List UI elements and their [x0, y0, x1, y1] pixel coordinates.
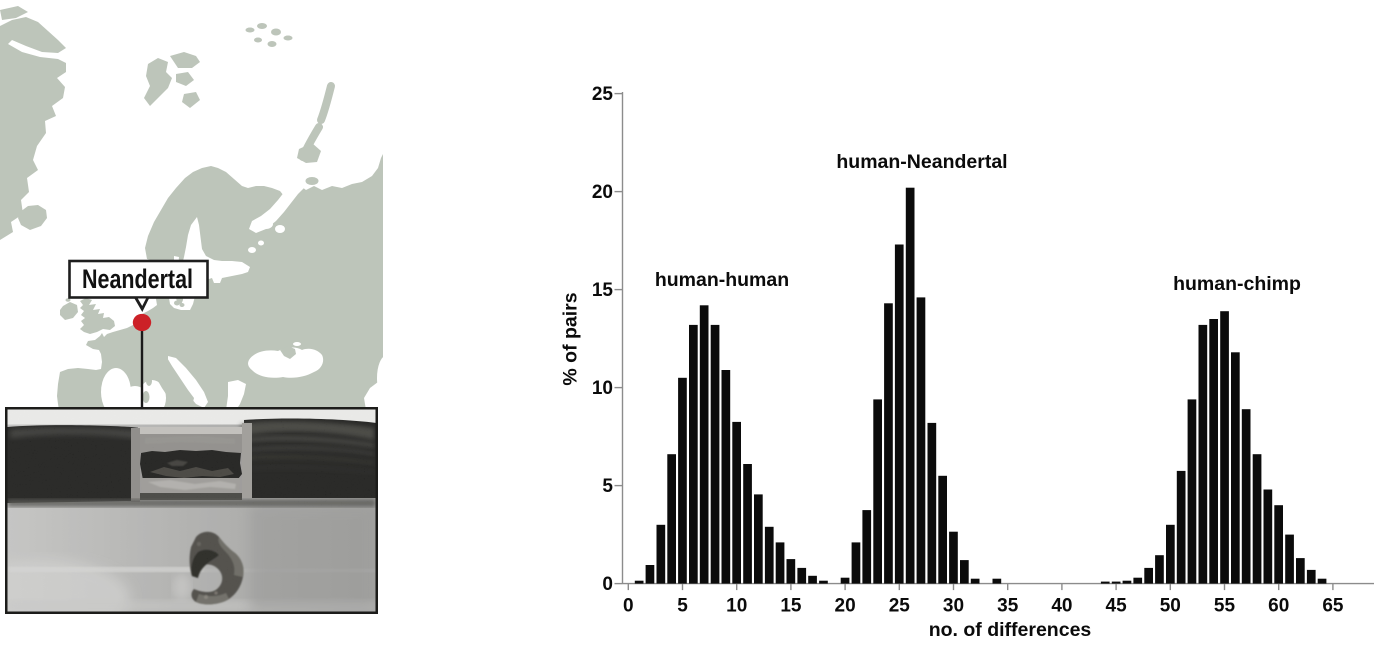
- svg-text:15: 15: [780, 596, 802, 617]
- svg-text:10: 10: [592, 378, 613, 399]
- svg-text:5: 5: [602, 476, 613, 497]
- svg-text:human-human: human-human: [655, 269, 789, 291]
- svg-text:60: 60: [1268, 596, 1289, 617]
- svg-text:55: 55: [1214, 596, 1236, 617]
- svg-text:% of pairs: % of pairs: [560, 292, 582, 385]
- svg-text:10: 10: [726, 596, 747, 617]
- svg-text:35: 35: [997, 596, 1019, 617]
- svg-text:45: 45: [1106, 596, 1128, 617]
- svg-text:30: 30: [943, 596, 964, 617]
- svg-text:20: 20: [592, 182, 613, 203]
- svg-text:Neandertal: Neandertal: [82, 264, 193, 294]
- svg-text:25: 25: [889, 596, 911, 617]
- svg-text:25: 25: [592, 84, 614, 105]
- svg-text:15: 15: [592, 280, 614, 301]
- svg-text:0: 0: [602, 574, 613, 595]
- svg-text:40: 40: [1051, 596, 1072, 617]
- svg-text:50: 50: [1160, 596, 1181, 617]
- svg-text:65: 65: [1322, 596, 1344, 617]
- svg-text:5: 5: [677, 596, 688, 617]
- svg-text:no. of differences: no. of differences: [929, 619, 1092, 641]
- svg-text:20: 20: [835, 596, 856, 617]
- svg-text:0: 0: [623, 596, 634, 617]
- svg-text:human-chimp: human-chimp: [1173, 273, 1301, 295]
- svg-text:human-Neandertal: human-Neandertal: [836, 151, 1007, 173]
